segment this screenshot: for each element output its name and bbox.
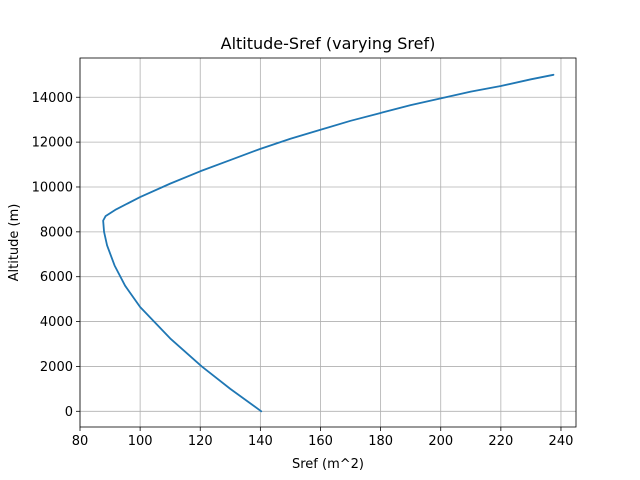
y-tick-label: 14000 [32,91,73,106]
y-tick-label: 10000 [32,180,73,195]
x-tick-label: 160 [308,434,333,449]
line-layer [102,73,555,413]
y-tick-label: 4000 [40,315,73,330]
chart-title: Altitude-Sref (varying Sref) [221,34,436,53]
y-tick-label: 0 [65,405,73,420]
plot-frame [79,57,577,428]
y-tick-label: 6000 [40,270,73,285]
x-tick-label: 140 [248,434,273,449]
x-tick-label: 100 [128,434,153,449]
x-tick-label: 200 [428,434,453,449]
x-tick-label: 180 [368,434,393,449]
y-tick-label: 2000 [40,360,73,375]
x-axis-label: Sref (m^2) [292,457,364,472]
x-tick-label: 80 [72,434,89,449]
tick-layer: 80 100 120 140 160 180 200 220 240 0 2000 4000 6000 8… [32,91,574,449]
grid-layer [79,58,576,427]
y-tick-label: 8000 [40,225,73,240]
x-tick-label: 120 [188,434,213,449]
y-axis-label: Altitude (m) [7,204,22,282]
altitude-sref-line [102,73,555,413]
x-tick-label: 220 [488,434,513,449]
x-tick-label: 240 [549,434,574,449]
y-tick-label: 12000 [32,136,73,151]
